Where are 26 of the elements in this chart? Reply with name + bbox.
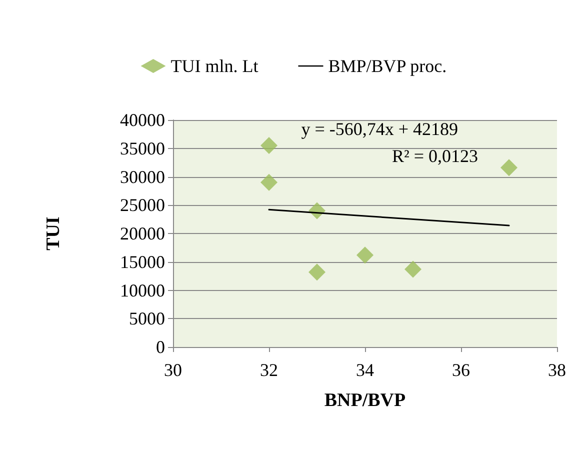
y-tick-label: 30000 xyxy=(120,166,165,187)
legend-label: TUI mln. Lt xyxy=(170,56,258,76)
y-tick-label: 20000 xyxy=(120,224,165,244)
annotation: R² = 0,0123 xyxy=(392,146,478,166)
y-tick-label: 5000 xyxy=(129,308,165,329)
x-axis-title: BNP/BVP xyxy=(324,390,406,411)
point xyxy=(356,246,374,264)
point xyxy=(260,174,278,191)
y-tick-label: 15000 xyxy=(120,252,165,272)
point xyxy=(260,137,278,154)
x-tick-label: 36 xyxy=(452,360,470,380)
x-tick-label: 38 xyxy=(548,360,566,380)
y-tick-label: 35000 xyxy=(120,138,165,158)
x-tick-label: 34 xyxy=(356,360,374,380)
y-tick-label: 10000 xyxy=(120,280,165,300)
point xyxy=(404,260,422,278)
y-tick-label: 40000 xyxy=(120,110,165,130)
annotation: y = -560,74x + 42189 xyxy=(301,119,458,139)
point xyxy=(500,159,518,176)
x-tick-label: 32 xyxy=(260,360,278,380)
y-tick-label: 25000 xyxy=(120,195,165,216)
x-tick-label: 30 xyxy=(164,360,182,380)
legend-label: BMP/BVP proc. xyxy=(328,56,447,76)
point xyxy=(308,264,326,281)
y-axis-title: TUI xyxy=(43,216,64,250)
y-tick-label: 0 xyxy=(156,337,165,357)
